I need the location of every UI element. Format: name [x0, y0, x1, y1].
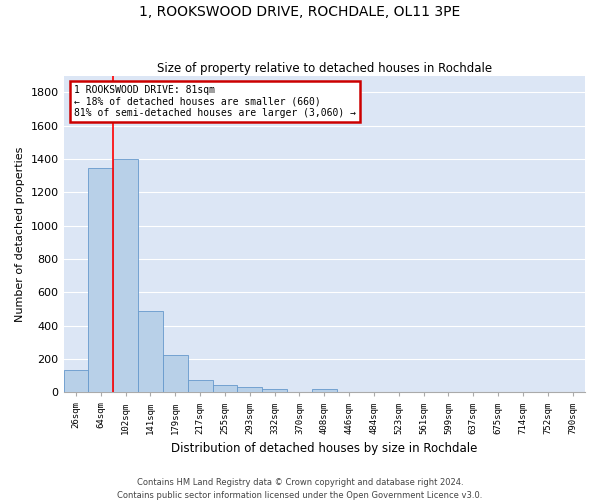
Bar [262, 390, 287, 392]
Bar [113, 159, 138, 392]
Bar [64, 370, 88, 392]
Bar [188, 380, 212, 392]
Title: Size of property relative to detached houses in Rochdale: Size of property relative to detached ho… [157, 62, 492, 74]
Y-axis label: Number of detached properties: Number of detached properties [15, 146, 25, 322]
Bar [312, 389, 337, 392]
Bar [163, 355, 188, 393]
Bar [238, 388, 262, 392]
Text: 1, ROOKSWOOD DRIVE, ROCHDALE, OL11 3PE: 1, ROOKSWOOD DRIVE, ROCHDALE, OL11 3PE [139, 5, 461, 19]
Bar [88, 168, 113, 392]
Text: Contains HM Land Registry data © Crown copyright and database right 2024.
Contai: Contains HM Land Registry data © Crown c… [118, 478, 482, 500]
Bar [212, 385, 238, 392]
X-axis label: Distribution of detached houses by size in Rochdale: Distribution of detached houses by size … [171, 442, 478, 455]
Bar [138, 310, 163, 392]
Text: 1 ROOKSWOOD DRIVE: 81sqm
← 18% of detached houses are smaller (660)
81% of semi-: 1 ROOKSWOOD DRIVE: 81sqm ← 18% of detach… [74, 85, 356, 118]
